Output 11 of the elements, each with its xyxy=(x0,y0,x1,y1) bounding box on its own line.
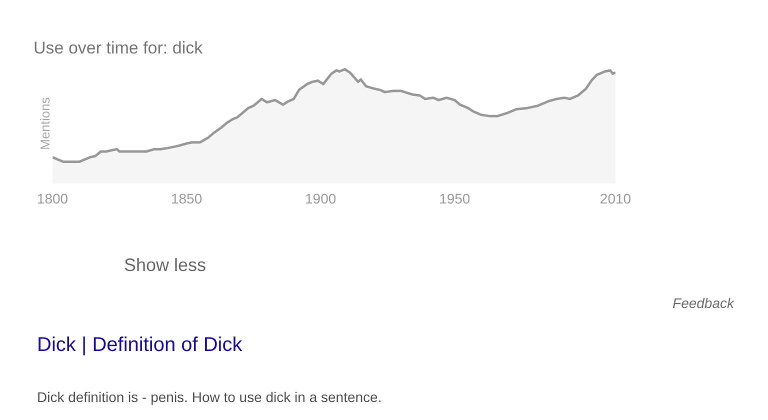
text: Show less xyxy=(124,255,206,277)
chart-title: Use over time for: dick xyxy=(34,38,204,58)
text: Dick definition is - penis. How to use dick in a sentence. xyxy=(37,388,382,406)
y-axis-title: Mentions xyxy=(38,96,52,150)
x-tick-label: 1900 xyxy=(305,190,336,206)
x-tick-label: 1800 xyxy=(36,190,68,206)
x-tick-label: 1850 xyxy=(170,190,202,206)
text: Dick | Definition of Dick xyxy=(37,333,242,357)
x-tick-label: 1950 xyxy=(439,190,470,206)
x-tick-label: 2010 xyxy=(600,190,632,206)
text: Feedback xyxy=(672,294,734,312)
